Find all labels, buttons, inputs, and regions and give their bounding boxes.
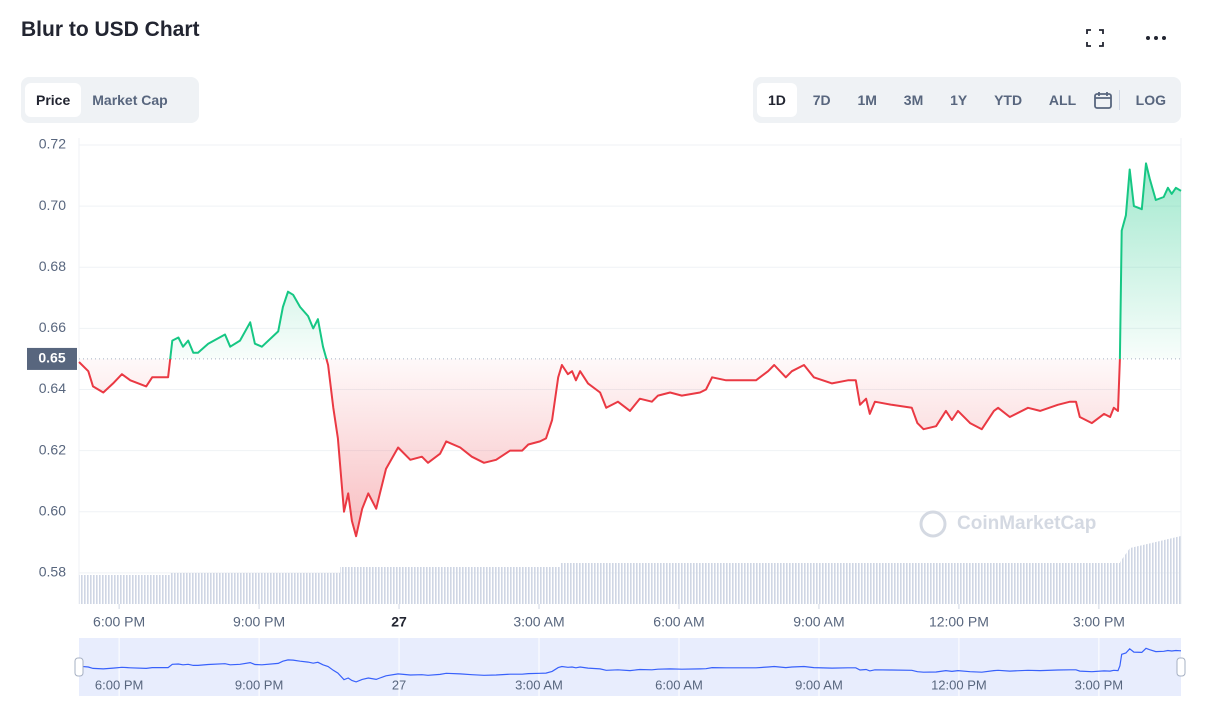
- y-tick-label: 0.68: [39, 258, 66, 274]
- tab[interactable]: Market Cap: [92, 92, 168, 108]
- calendar-icon[interactable]: [1092, 89, 1114, 111]
- handle-body: [74, 657, 84, 677]
- navigator-tick-label: 27: [392, 677, 406, 692]
- tab[interactable]: Price: [25, 83, 82, 117]
- volume-bars: [79, 536, 1181, 604]
- baseline-label: 0.65: [38, 350, 65, 366]
- x-tick-label: 9:00 AM: [793, 614, 844, 630]
- y-tick-label: 0.60: [39, 502, 66, 518]
- navigator-handle[interactable]: [1176, 657, 1186, 677]
- x-tick-label: 27: [391, 614, 407, 630]
- chart-title: Blur to USD Chart: [21, 18, 200, 41]
- x-tick-label: 9:00 PM: [233, 614, 285, 630]
- range-button[interactable]: 1M: [857, 92, 877, 108]
- range-button[interactable]: 1D: [757, 83, 797, 117]
- y-tick-label: 0.66: [39, 319, 66, 335]
- y-tick-label: 0.64: [39, 380, 66, 396]
- watermark-logo: [919, 510, 947, 538]
- x-tick-label: 6:00 PM: [93, 614, 145, 630]
- y-tick-label: 0.72: [39, 136, 66, 152]
- x-tick-label: 12:00 PM: [929, 614, 989, 630]
- navigator-handle[interactable]: [74, 657, 84, 677]
- range-group: 1D 7D 1M 3M 1Y YTD ALL LOG: [753, 77, 1181, 123]
- x-tick-label: 3:00 AM: [513, 614, 564, 630]
- more-icon[interactable]: [1146, 36, 1166, 40]
- range-button[interactable]: YTD: [994, 92, 1023, 108]
- price-line: [78, 162, 1182, 538]
- navigator-tick-label: 3:00 AM: [515, 677, 563, 692]
- watermark: CoinMarketCap: [919, 510, 1096, 538]
- range-button[interactable]: 3M: [903, 92, 924, 108]
- chart: 0.58 0.60 0.62 0.64 0.66 0.68 0.70 0.72 CoinMark…: [27, 136, 1186, 696]
- chart-actions: [1086, 29, 1166, 47]
- navigator-tick-label: 6:00 AM: [655, 677, 703, 692]
- navigator-tick-label: 3:00 PM: [1075, 677, 1123, 692]
- separator: [1118, 90, 1120, 110]
- y-tick-label: 0.62: [39, 441, 66, 457]
- navigator-tick-label: 9:00 PM: [235, 677, 283, 692]
- navigator-line: [78, 647, 1182, 683]
- navigator-tick-label: 6:00 PM: [95, 677, 143, 692]
- y-tick-label: 0.70: [39, 197, 66, 213]
- range-button[interactable]: 1Y: [950, 92, 968, 108]
- handle-body: [1176, 657, 1186, 677]
- x-tick-label: 3:00 PM: [1073, 614, 1125, 630]
- fullscreen-icon[interactable]: [1086, 29, 1104, 47]
- price-area: [79, 163, 1181, 537]
- navigator-tick-label: 12:00 PM: [931, 677, 987, 692]
- log-button[interactable]: LOG: [1135, 92, 1166, 108]
- navigator-tick-label: 9:00 AM: [795, 677, 843, 692]
- baseline-label-box: [27, 347, 77, 370]
- range-button[interactable]: ALL: [1048, 92, 1077, 108]
- y-tick-label: 0.58: [39, 564, 66, 580]
- range-button[interactable]: 7D: [812, 92, 831, 108]
- navigator-bg: [79, 638, 1181, 696]
- x-tick-label: 6:00 AM: [653, 614, 704, 630]
- watermark-text: CoinMarketCap: [957, 513, 1096, 534]
- tab-group: Price Market Cap: [21, 77, 199, 123]
